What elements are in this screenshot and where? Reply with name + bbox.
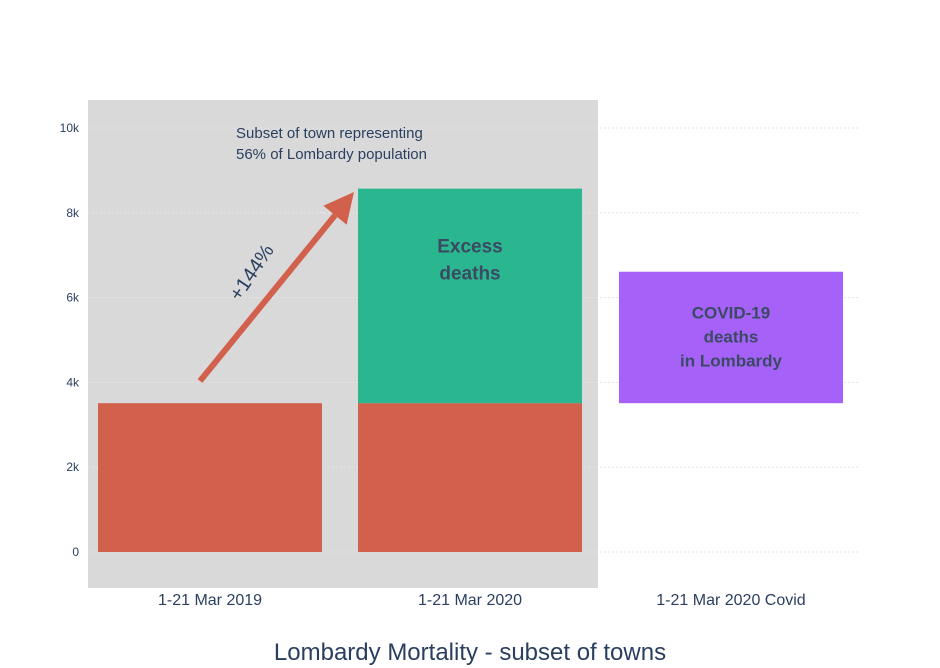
y-tick-label-2: 4k xyxy=(66,375,80,389)
bar-0 xyxy=(98,403,322,552)
x-category-label-1: 1-21 Mar 2020 xyxy=(418,592,522,609)
bar-2 xyxy=(358,188,582,404)
y-axis-ticks: 0 2k 4k 6k 8k 10k xyxy=(60,121,80,559)
y-tick-label-1: 2k xyxy=(66,460,80,474)
chart-title: Lombardy Mortality - subset of towns xyxy=(274,639,666,666)
x-category-label-2: 1-21 Mar 2020 Covid xyxy=(656,592,805,609)
y-tick-label-4: 8k xyxy=(66,206,80,220)
bars: Excess deaths COVID-19 deaths in Lombardy xyxy=(98,188,843,552)
x-category-label-0: 1-21 Mar 2019 xyxy=(158,592,262,609)
annotations: Subset of town representing 56% of Lombar… xyxy=(197,125,427,383)
growth-arrow-shaft xyxy=(197,213,338,383)
y-tick-label-5: 10k xyxy=(60,121,80,135)
bar-3 xyxy=(619,271,843,404)
covid-deaths-label: COVID-19 deaths in Lombardy xyxy=(680,304,783,371)
y-tick-label-3: 6k xyxy=(66,291,80,305)
growth-arrow-head xyxy=(323,192,354,225)
excess-deaths-label: Excess deaths xyxy=(437,237,503,285)
y-tick-label-0: 0 xyxy=(72,545,79,559)
x-axis-categories: 1-21 Mar 2019 1-21 Mar 2020 1-21 Mar 2020 … xyxy=(158,592,806,609)
subset-note: Subset of town representing 56% of Lombar… xyxy=(236,125,427,163)
bar-1 xyxy=(358,403,582,552)
